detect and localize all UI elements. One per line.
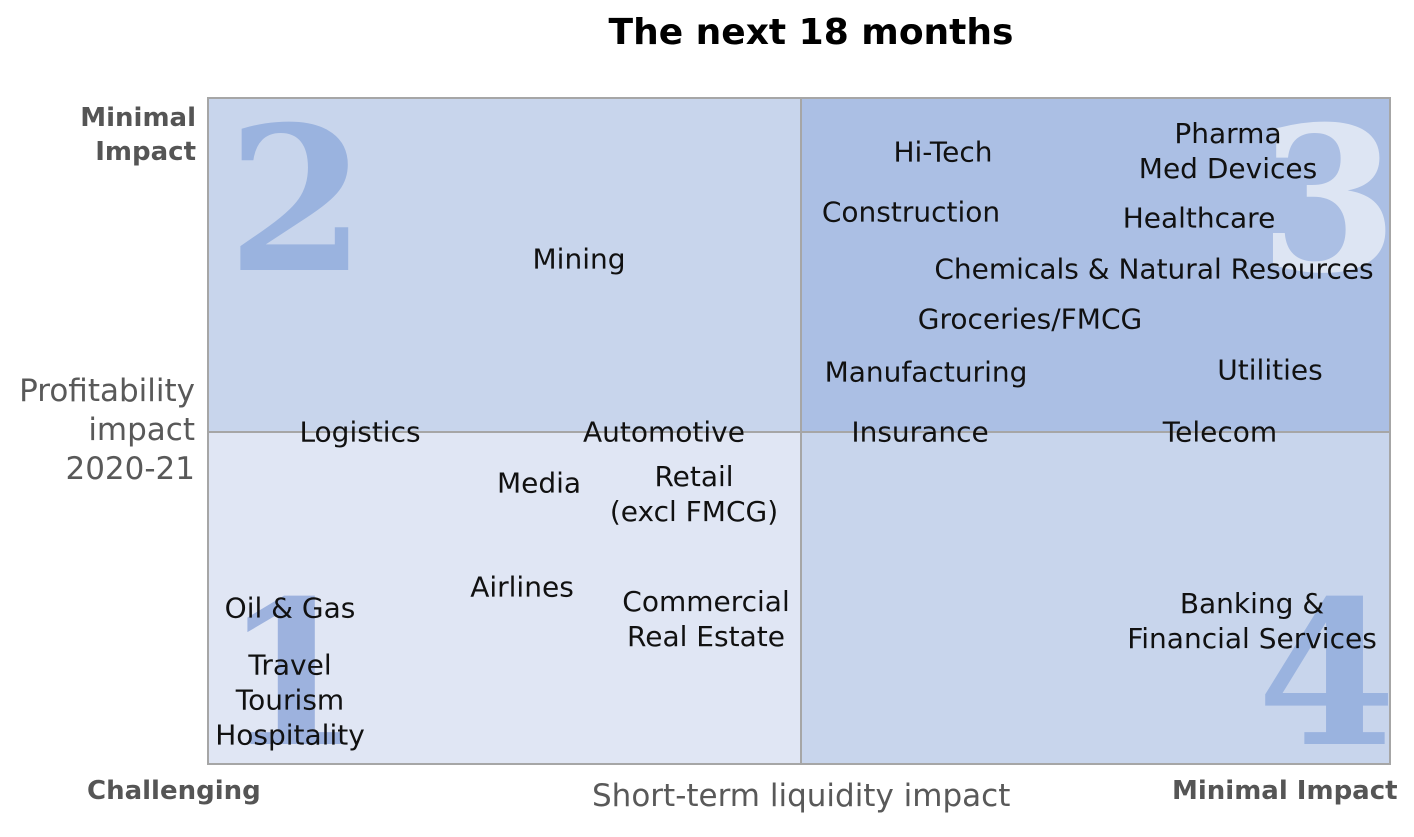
quadrant-2 [209, 99, 801, 432]
sector-construction: Construction [821, 195, 1001, 229]
sector-retail: Retail (excl FMCG) [610, 459, 778, 529]
x-axis-right-label: Minimal Impact [1172, 776, 1398, 806]
sector-pharma-line1: Pharma [1174, 117, 1282, 150]
quadrant-4-number: 4 [1257, 557, 1391, 765]
quadrant-2-number: 2 [227, 97, 367, 318]
sector-utilities: Utilities [1217, 353, 1323, 387]
sector-groceries: Groceries/FMCG [917, 302, 1143, 336]
quadrant-3-number: 3 [1259, 97, 1391, 318]
sector-banking-line1: Banking & [1179, 587, 1325, 620]
x-axis-title: Short-term liquidity impact [592, 778, 1011, 814]
y-axis-title: Profitability impact 2020-21 [0, 372, 195, 489]
y-axis-title-line3: 2020-21 [65, 451, 195, 487]
sector-automotive: Automotive [583, 415, 745, 449]
diagram-title: The next 18 months [608, 12, 1014, 53]
sector-healthcare: Healthcare [1122, 201, 1276, 235]
sector-manufacturing: Manufacturing [824, 355, 1028, 389]
sector-retail-line1: Retail [654, 460, 734, 493]
sector-travel: Travel Tourism Hospitality [215, 648, 365, 753]
sector-travel-line2: Tourism [235, 683, 345, 717]
sector-mining: Mining [532, 242, 626, 276]
sector-travel-line1: Travel [248, 648, 332, 682]
sector-media: Media [496, 466, 582, 500]
quadrant-1 [209, 432, 801, 763]
sector-commercial-line2: Real Estate [627, 620, 785, 653]
x-axis-left-label: Challenging [87, 776, 261, 806]
sector-pharma-line2: Med Devices [1138, 152, 1318, 185]
sector-insurance: Insurance [851, 415, 989, 449]
sector-commercial-line1: Commercial [622, 585, 790, 618]
quadrant-matrix: 2 3 1 4 [207, 97, 1391, 765]
horizontal-divider [209, 431, 1389, 433]
sector-banking: Banking & Financial Services [1127, 586, 1377, 656]
sector-pharma: Pharma Med Devices [1139, 116, 1317, 186]
quadrant-4 [801, 432, 1389, 763]
sector-banking-line2: Financial Services [1127, 622, 1377, 655]
y-axis-title-line1: Profitability [19, 373, 195, 409]
sector-oilgas: Oil & Gas [224, 591, 356, 625]
sector-chemicals: Chemicals & Natural Resources [934, 252, 1374, 286]
quadrant-3 [801, 99, 1389, 432]
y-axis-top-label-line1: Minimal [80, 103, 196, 133]
quadrant-1-number: 1 [223, 557, 363, 765]
y-axis-title-line2: impact [88, 412, 195, 448]
sector-logistics: Logistics [299, 415, 421, 449]
y-axis-top-label: Minimal Impact [60, 101, 196, 169]
sector-hitech: Hi-Tech [893, 135, 993, 169]
sector-airlines: Airlines [470, 570, 574, 604]
sector-telecom: Telecom [1162, 415, 1278, 449]
sector-commercial-real-estate: Commercial Real Estate [622, 584, 789, 654]
sector-retail-line2: (excl FMCG) [609, 495, 779, 528]
sector-travel-line3: Hospitality [215, 718, 365, 752]
y-axis-top-label-line2: Impact [95, 137, 196, 167]
